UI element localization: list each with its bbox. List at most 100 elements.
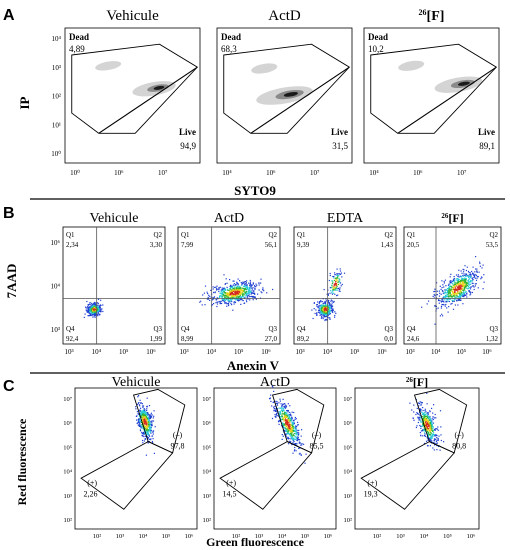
event-dot [336,277,339,279]
event-dot [153,452,155,454]
event-dot [222,287,224,289]
event-dot [138,424,140,426]
event-dot [243,287,245,290]
event-dot [93,311,95,313]
event-dot [441,280,443,282]
event-dot [94,310,96,312]
event-dot [317,307,319,309]
event-dot [289,421,291,423]
event-dot [454,279,456,281]
event-dot [464,277,466,279]
event-dot [245,291,248,293]
event-dot [457,284,459,286]
event-dot [292,426,295,428]
event-dot [278,402,280,404]
event-dot [229,288,231,290]
event-dot [86,300,88,303]
event-dot [335,284,337,286]
event-dot [294,418,296,420]
event-dot [465,284,467,286]
event-dot [450,273,452,275]
event-dot [291,428,293,430]
event-dot [323,307,325,309]
event-dot [212,286,214,288]
event-dot [289,419,291,421]
event-dot [321,312,323,314]
event-dot [145,454,147,456]
event-dot [325,308,327,310]
event-dot [233,290,235,292]
event-dot [254,286,256,288]
y-tick-label: 10⁶ [63,420,72,427]
event-dot [432,434,434,436]
event-dot [297,437,299,439]
event-dot [222,289,224,291]
event-dot [452,286,454,288]
event-dot [241,299,243,301]
event-dot [221,288,224,291]
x-tick-label: 10⁶ [266,169,276,177]
event-dot [434,323,436,325]
event-dot [228,304,230,307]
x-tick-label: 10⁵ [443,533,452,540]
event-dot [289,425,291,428]
event-dot [94,303,96,305]
event-dot [455,294,457,296]
event-dot [240,289,242,291]
event-dot [220,293,222,295]
event-dot [286,428,288,430]
event-dot [287,410,289,412]
event-dot [281,407,283,409]
event-dot [323,289,325,291]
event-dot [300,454,302,456]
contour-outer [251,63,278,74]
event-dot [94,308,96,310]
event-dot [294,435,296,437]
event-dot [85,306,87,308]
event-dot [273,408,275,410]
event-dot [243,285,246,287]
event-dot [431,423,433,425]
event-dot [446,290,448,292]
event-dot [282,411,284,413]
event-dot [453,285,455,287]
event-dot [249,283,252,285]
event-dot [323,304,325,306]
event-dot [420,425,422,427]
x-tick-label: 10³ [396,533,405,540]
event-dot [284,423,286,425]
event-dot [316,305,318,308]
event-dot [433,417,436,419]
event-dot [326,309,328,311]
gate-negative [132,388,186,454]
event-dot [287,438,289,440]
event-dot [220,296,223,298]
event-dot [152,431,154,433]
event-dot [424,419,426,421]
event-dot [290,435,292,437]
event-dot [204,285,207,287]
event-dot [150,438,152,440]
event-dot [419,417,422,419]
event-dot [227,293,229,295]
q2-label: Q2 [268,231,277,239]
event-dot [275,402,277,405]
event-dot [228,292,230,294]
event-dot [88,315,90,317]
event-dot [275,410,277,412]
event-dot [294,446,296,449]
event-dot [483,281,485,283]
event-dot [453,286,456,288]
event-dot [273,406,275,408]
event-dot [234,301,236,303]
event-dot [462,281,464,283]
event-dot [428,415,430,417]
event-dot [290,433,292,435]
event-dot [287,424,289,426]
event-dot [97,315,99,317]
event-dot [334,287,336,289]
event-dot [473,275,476,277]
event-dot [317,301,319,303]
event-dot [138,404,141,406]
event-dot [231,293,233,295]
